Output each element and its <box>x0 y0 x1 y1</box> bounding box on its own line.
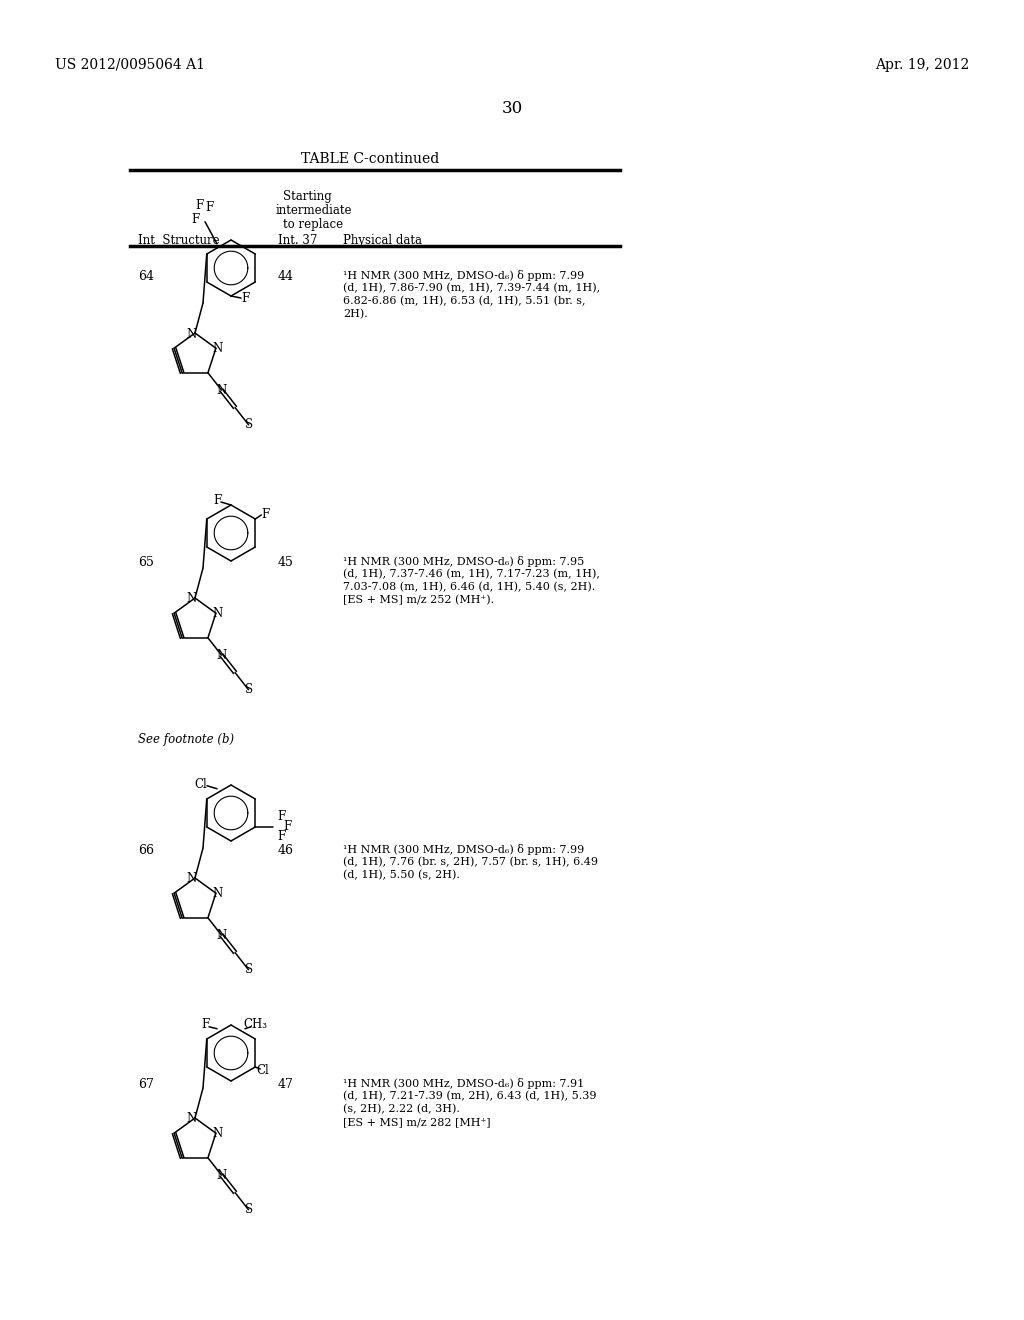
Text: 44: 44 <box>278 271 294 282</box>
Text: N: N <box>216 1168 226 1181</box>
Text: 67: 67 <box>138 1078 154 1092</box>
Text: N: N <box>213 1127 223 1139</box>
Text: F: F <box>195 199 203 213</box>
Text: Int. 37: Int. 37 <box>278 234 317 247</box>
Text: F: F <box>201 1018 209 1031</box>
Text: to replace: to replace <box>283 218 343 231</box>
Text: 46: 46 <box>278 843 294 857</box>
Text: Int  Structure: Int Structure <box>138 234 219 247</box>
Text: Physical data: Physical data <box>343 234 422 247</box>
Text: N: N <box>186 593 198 606</box>
Text: 66: 66 <box>138 843 154 857</box>
Text: (d, 1H), 5.50 (s, 2H).: (d, 1H), 5.50 (s, 2H). <box>343 870 460 880</box>
Text: N: N <box>213 342 223 355</box>
Text: 47: 47 <box>278 1078 294 1092</box>
Text: F: F <box>261 507 269 520</box>
Text: CH₃: CH₃ <box>243 1018 267 1031</box>
Text: (d, 1H), 7.37-7.46 (m, 1H), 7.17-7.23 (m, 1H),: (d, 1H), 7.37-7.46 (m, 1H), 7.17-7.23 (m… <box>343 569 600 579</box>
Text: Cl: Cl <box>257 1064 269 1077</box>
Text: ¹H NMR (300 MHz, DMSO-d₆) δ ppm: 7.99: ¹H NMR (300 MHz, DMSO-d₆) δ ppm: 7.99 <box>343 843 585 855</box>
Text: (d, 1H), 7.76 (br. s, 2H), 7.57 (br. s, 1H), 6.49: (d, 1H), 7.76 (br. s, 2H), 7.57 (br. s, … <box>343 857 598 867</box>
Text: 30: 30 <box>502 100 522 117</box>
Text: N: N <box>186 873 198 886</box>
Text: F: F <box>278 810 286 824</box>
Text: F: F <box>278 830 286 843</box>
Text: See footnote (b): See footnote (b) <box>138 733 234 746</box>
Text: 7.03-7.08 (m, 1H), 6.46 (d, 1H), 5.40 (s, 2H).: 7.03-7.08 (m, 1H), 6.46 (d, 1H), 5.40 (s… <box>343 582 595 593</box>
Text: S: S <box>245 964 253 977</box>
Text: 2H).: 2H). <box>343 309 368 319</box>
Text: Cl: Cl <box>195 779 208 791</box>
Text: [ES + MS] m/z 282 [MH⁺]: [ES + MS] m/z 282 [MH⁺] <box>343 1117 490 1127</box>
Text: N: N <box>213 887 223 900</box>
Text: 6.82-6.86 (m, 1H), 6.53 (d, 1H), 5.51 (br. s,: 6.82-6.86 (m, 1H), 6.53 (d, 1H), 5.51 (b… <box>343 296 586 306</box>
Text: (s, 2H), 2.22 (d, 3H).: (s, 2H), 2.22 (d, 3H). <box>343 1104 466 1114</box>
Text: Apr. 19, 2012: Apr. 19, 2012 <box>874 58 969 73</box>
Text: N: N <box>186 1113 198 1126</box>
Text: TABLE C-continued: TABLE C-continued <box>301 152 439 166</box>
Text: ¹H NMR (300 MHz, DMSO-d₆) δ ppm: 7.95: ¹H NMR (300 MHz, DMSO-d₆) δ ppm: 7.95 <box>343 556 585 568</box>
Text: F: F <box>205 201 213 214</box>
Text: US 2012/0095064 A1: US 2012/0095064 A1 <box>55 58 205 73</box>
Text: [ES + MS] m/z 252 (MH⁺).: [ES + MS] m/z 252 (MH⁺). <box>343 595 495 606</box>
Text: N: N <box>216 648 226 661</box>
Text: ¹H NMR (300 MHz, DMSO-d₆) δ ppm: 7.91: ¹H NMR (300 MHz, DMSO-d₆) δ ppm: 7.91 <box>343 1078 585 1089</box>
Text: N: N <box>186 327 198 341</box>
Text: N: N <box>213 607 223 619</box>
Text: (d, 1H), 7.86-7.90 (m, 1H), 7.39-7.44 (m, 1H),: (d, 1H), 7.86-7.90 (m, 1H), 7.39-7.44 (m… <box>343 282 600 293</box>
Text: F: F <box>190 214 199 226</box>
Text: F: F <box>283 821 292 833</box>
Text: 65: 65 <box>138 556 154 569</box>
Text: (d, 1H), 7.21-7.39 (m, 2H), 6.43 (d, 1H), 5.39: (d, 1H), 7.21-7.39 (m, 2H), 6.43 (d, 1H)… <box>343 1092 597 1101</box>
Text: N: N <box>216 929 226 941</box>
Text: S: S <box>245 418 253 432</box>
Text: S: S <box>245 1204 253 1216</box>
Text: F: F <box>241 293 249 305</box>
Text: N: N <box>216 384 226 396</box>
Text: intermediate: intermediate <box>276 205 352 216</box>
Text: 64: 64 <box>138 271 154 282</box>
Text: Starting: Starting <box>283 190 332 203</box>
Text: 45: 45 <box>278 556 294 569</box>
Text: ¹H NMR (300 MHz, DMSO-d₆) δ ppm: 7.99: ¹H NMR (300 MHz, DMSO-d₆) δ ppm: 7.99 <box>343 271 585 281</box>
Text: S: S <box>245 684 253 697</box>
Text: F: F <box>213 494 221 507</box>
